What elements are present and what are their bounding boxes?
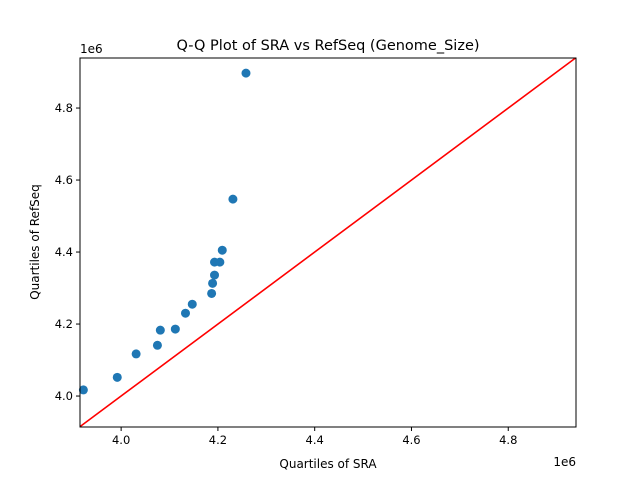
data-point-9: [208, 278, 218, 288]
y-tick-label: 4.2: [55, 317, 73, 331]
data-point-6: [180, 308, 190, 318]
y-offset-label: 1e6: [80, 42, 103, 56]
y-tick-label: 4.8: [55, 101, 73, 115]
x-tick-label: 4.2: [209, 433, 227, 447]
plot-frame: [79, 57, 577, 428]
y-axis-label: Quartiles of RefSeq: [28, 184, 42, 300]
reference-line: [79, 57, 576, 428]
data-point-2: [131, 349, 141, 359]
x-axis-label: Quartiles of SRA: [279, 457, 377, 471]
chart-title: Q-Q Plot of SRA vs RefSeq (Genome_Size): [176, 38, 479, 54]
data-point-12: [215, 257, 225, 267]
x-tick-label: 4.6: [402, 433, 420, 447]
x-offset-label: 1e6: [553, 455, 576, 469]
data-point-1: [112, 372, 122, 382]
x-tick-label: 4.0: [112, 433, 130, 447]
x-tick-label: 4.4: [306, 433, 324, 447]
y-tick-label: 4.6: [55, 173, 73, 187]
x-tick-label: 4.8: [499, 433, 517, 447]
y-tick-label: 4.4: [55, 245, 73, 259]
data-point-4: [155, 325, 165, 335]
y-tick-label: 4.0: [55, 389, 73, 403]
data-point-0: [78, 385, 88, 395]
data-point-13: [217, 245, 227, 255]
data-point-15: [241, 68, 251, 78]
data-point-5: [170, 324, 180, 334]
data-point-10: [210, 270, 220, 280]
data-point-8: [207, 288, 217, 298]
data-point-7: [187, 299, 197, 309]
data-point-14: [228, 194, 238, 204]
data-point-3: [152, 340, 162, 350]
